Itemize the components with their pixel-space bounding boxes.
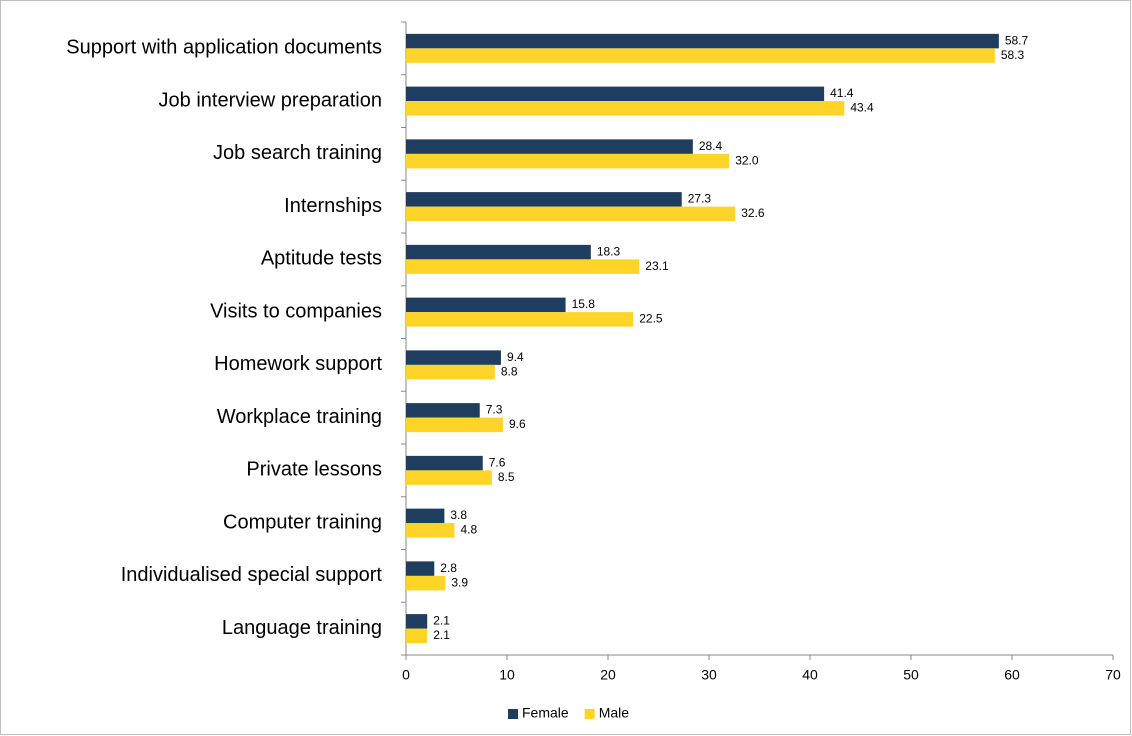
value-label: 15.8	[572, 297, 596, 311]
value-label: 4.8	[460, 523, 477, 537]
value-label: 9.4	[507, 350, 524, 364]
x-tick-label: 0	[402, 667, 410, 683]
bar	[406, 244, 591, 260]
legend-swatch	[584, 709, 595, 719]
bar	[406, 455, 483, 471]
bar	[406, 614, 428, 629]
bar	[406, 101, 845, 116]
value-label: 3.9	[451, 575, 468, 589]
category-label: Visits to companies	[210, 300, 382, 322]
bar	[406, 153, 730, 169]
category-label: Job interview preparation	[159, 89, 382, 111]
value-label: 43.4	[850, 101, 874, 115]
bar	[406, 192, 682, 207]
x-tick-label: 40	[802, 667, 818, 683]
value-label: 2.1	[433, 614, 450, 628]
value-label: 41.4	[830, 86, 854, 100]
category-label: Internships	[284, 195, 382, 217]
x-tick-label: 20	[600, 667, 616, 683]
category-label: Aptitude tests	[261, 248, 382, 270]
value-label: 32.0	[735, 153, 759, 167]
value-label: 9.6	[509, 417, 526, 431]
value-label: 7.3	[486, 403, 503, 417]
bar	[406, 561, 435, 576]
category-label: Support with application documents	[66, 37, 382, 59]
value-label: 23.1	[645, 259, 669, 273]
bar	[406, 628, 428, 644]
value-label: 58.3	[1001, 48, 1025, 62]
bar	[406, 470, 492, 485]
value-label: 7.6	[489, 455, 506, 469]
bar	[406, 48, 995, 63]
bar	[406, 259, 640, 274]
value-label: 8.5	[498, 470, 515, 484]
value-label: 27.3	[688, 192, 712, 206]
category-label: Private lessons	[246, 459, 382, 481]
bar	[406, 206, 736, 222]
value-label: 28.4	[699, 139, 723, 153]
bar	[406, 139, 693, 154]
bar	[406, 312, 634, 327]
value-label: 18.3	[597, 244, 621, 258]
bar	[406, 364, 495, 380]
x-tick-label: 10	[499, 667, 515, 683]
bar	[406, 350, 501, 365]
value-label: 32.6	[741, 206, 765, 220]
bar	[406, 297, 566, 313]
bar	[406, 523, 455, 538]
bar	[406, 575, 446, 591]
x-tick-label: 70	[1105, 667, 1121, 683]
value-label: 8.8	[501, 364, 518, 378]
category-label: Computer training	[223, 511, 382, 533]
category-label: Individualised special support	[121, 564, 383, 586]
bar	[406, 86, 825, 102]
bar	[406, 403, 480, 418]
value-label: 3.8	[450, 508, 467, 522]
bar	[406, 33, 999, 49]
category-label: Workplace training	[217, 406, 382, 428]
value-label: 58.7	[1005, 33, 1029, 47]
category-label: Language training	[222, 617, 382, 639]
value-label: 22.5	[639, 312, 663, 326]
legend-label: Male	[599, 705, 630, 721]
x-tick-label: 60	[1004, 667, 1020, 683]
bar	[406, 417, 503, 433]
legend-swatch	[508, 709, 518, 719]
value-label: 2.8	[440, 561, 457, 575]
value-label: 2.1	[433, 628, 450, 642]
bar	[406, 508, 445, 524]
category-label: Job search training	[213, 142, 382, 164]
legend-label: Female	[522, 705, 569, 721]
x-tick-label: 30	[701, 667, 717, 683]
x-tick-label: 50	[903, 667, 919, 683]
category-label: Homework support	[214, 353, 382, 375]
